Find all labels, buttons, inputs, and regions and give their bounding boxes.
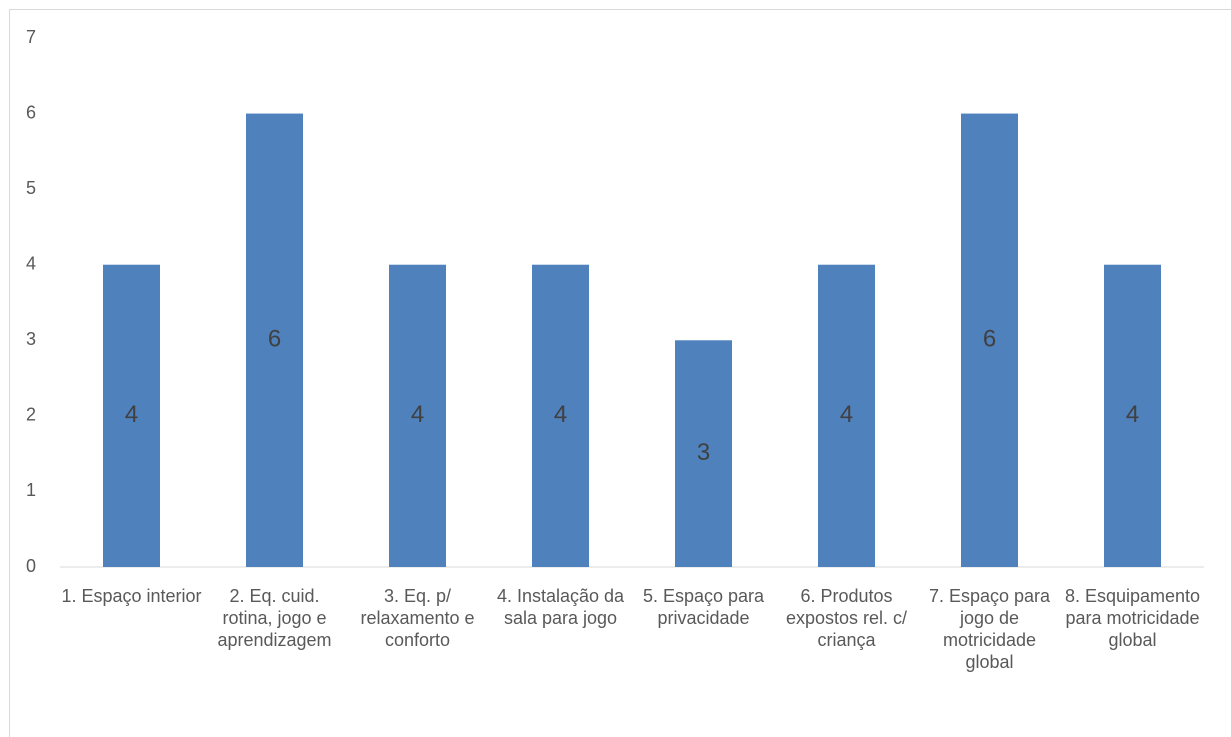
y-tick-label: 3 bbox=[26, 329, 36, 349]
bar bbox=[675, 340, 732, 567]
y-tick-label: 7 bbox=[26, 27, 36, 47]
x-tick-label: 2. Eq. cuid. rotina, jogo e aprendizagem bbox=[217, 586, 332, 650]
data-label: 3 bbox=[697, 439, 710, 466]
y-tick-label: 5 bbox=[26, 178, 36, 198]
x-tick-label: 7. Espaço para jogo de motricidade globa… bbox=[928, 586, 1051, 672]
y-tick-label: 4 bbox=[26, 253, 36, 273]
data-label: 4 bbox=[125, 401, 138, 428]
x-tick-label: 1. Espaço interior bbox=[61, 586, 202, 606]
y-tick-label: 6 bbox=[26, 102, 36, 122]
x-tick-label: 3. Eq. p/ relaxamento e conforto bbox=[360, 586, 475, 650]
x-tick-label: 6. Produtos expostos rel. c/ criança bbox=[785, 586, 908, 650]
x-tick-label-box: 4. Instalação da sala para jogo bbox=[496, 586, 625, 628]
data-label: 4 bbox=[840, 401, 853, 428]
y-tick-label: 1 bbox=[26, 480, 36, 500]
x-tick-label: 8. Esquipamento para motricidade global bbox=[1064, 586, 1201, 650]
data-label: 4 bbox=[411, 401, 424, 428]
bar bbox=[961, 113, 1018, 568]
data-label: 4 bbox=[554, 401, 567, 428]
x-tick-label-box: 6. Produtos expostos rel. c/ criança bbox=[785, 586, 908, 650]
data-label: 6 bbox=[268, 326, 281, 353]
x-tick-label: 5. Espaço para privacidade bbox=[642, 586, 765, 628]
data-label: 4 bbox=[1126, 401, 1139, 428]
bar bbox=[246, 113, 303, 568]
chart-frame bbox=[9, 9, 1231, 737]
x-tick-label: 4. Instalação da sala para jogo bbox=[496, 586, 625, 628]
y-tick-label: 0 bbox=[26, 556, 36, 576]
x-tick-label-box: 3. Eq. p/ relaxamento e conforto bbox=[360, 586, 475, 650]
x-tick-label-box: 8. Esquipamento para motricidade global bbox=[1064, 586, 1201, 650]
bar bbox=[1104, 264, 1161, 567]
x-tick-label-box: 5. Espaço para privacidade bbox=[642, 586, 765, 628]
y-tick-label: 2 bbox=[26, 405, 36, 425]
bar bbox=[103, 264, 160, 567]
bar bbox=[389, 264, 446, 567]
x-tick-label-box: 7. Espaço para jogo de motricidade globa… bbox=[928, 586, 1051, 672]
x-tick-label-box: 1. Espaço interior bbox=[61, 586, 202, 606]
x-tick-label-box: 2. Eq. cuid. rotina, jogo e aprendizagem bbox=[217, 586, 332, 650]
bar bbox=[818, 264, 875, 567]
bar bbox=[532, 264, 589, 567]
data-label: 6 bbox=[983, 326, 996, 353]
